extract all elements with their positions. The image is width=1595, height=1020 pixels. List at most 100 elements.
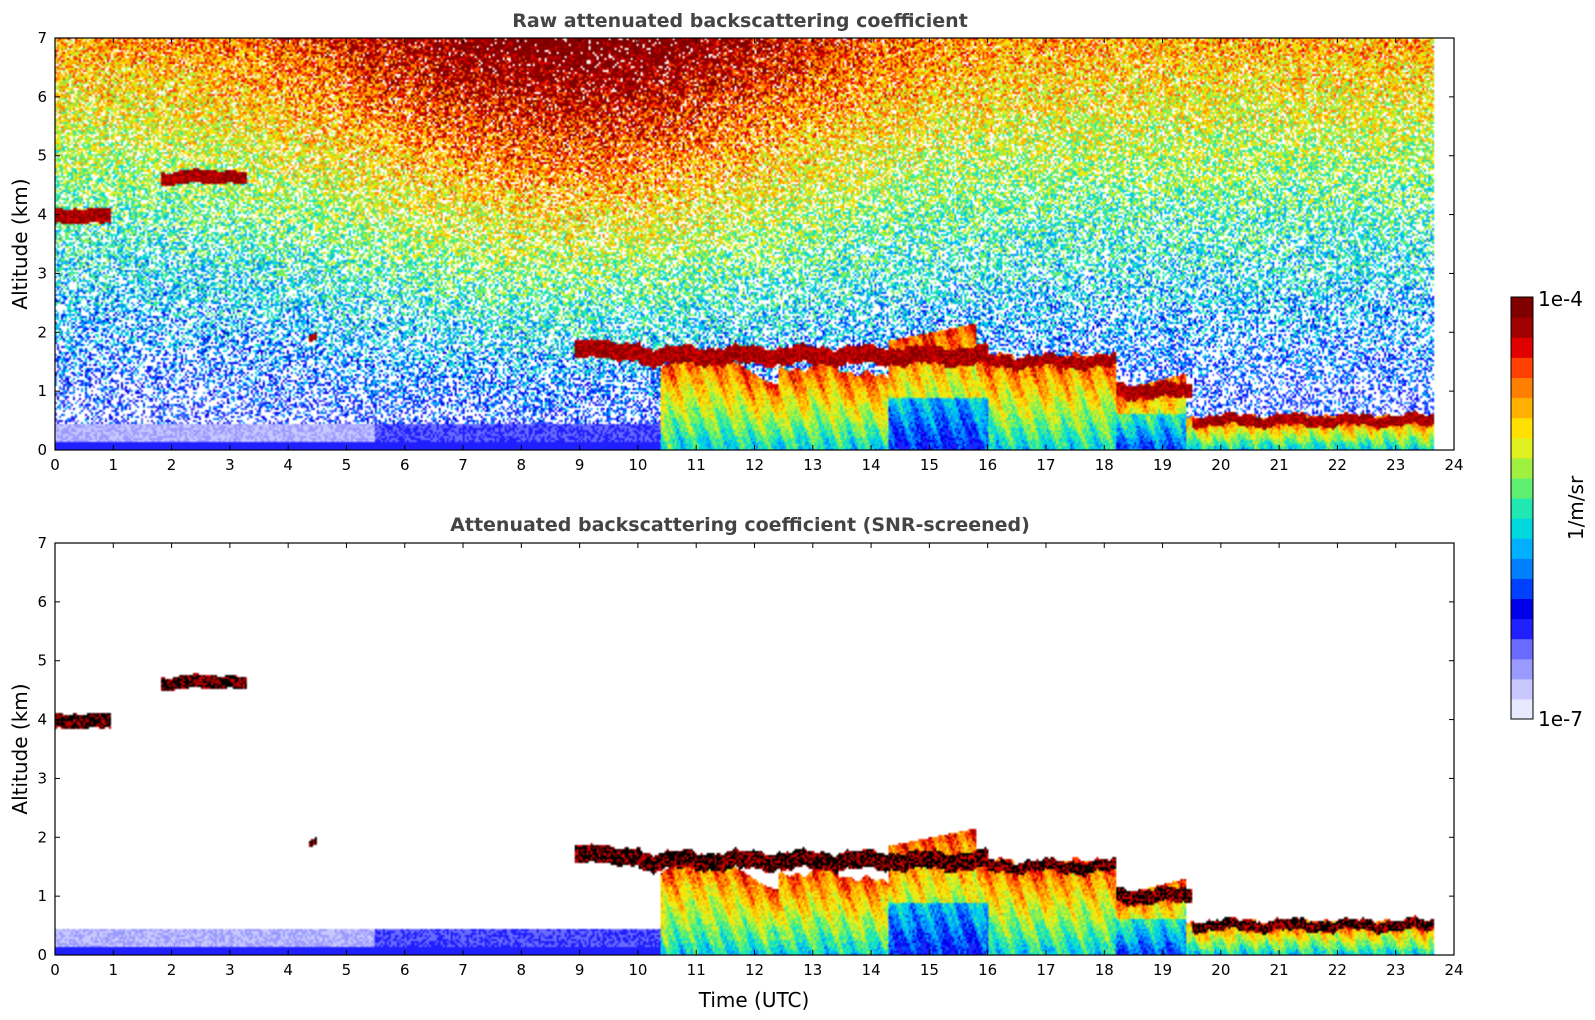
y-tick-label: 6 (37, 88, 47, 106)
x-tick-label: 0 (50, 456, 60, 474)
x-tick-label: 15 (920, 456, 939, 474)
colorbar-step (1511, 417, 1533, 439)
colorbar-step (1511, 437, 1533, 459)
x-tick-label: 6 (400, 961, 410, 979)
colorbar-step (1511, 698, 1533, 720)
colorbar-step (1511, 518, 1533, 539)
x-tick-label: 19 (1153, 961, 1172, 979)
colorbar-step (1511, 678, 1533, 700)
top-y-axis-label: Altitude (km) (8, 178, 32, 309)
y-tick-label: 7 (37, 29, 47, 47)
y-tick-label: 4 (37, 206, 47, 224)
top-panel: Raw attenuated backscattering coefficien… (8, 10, 1464, 474)
bottom-y-axis-label: Altitude (km) (8, 683, 32, 814)
x-tick-label: 3 (225, 456, 235, 474)
x-tick-label: 12 (745, 961, 764, 979)
x-tick-label: 16 (978, 456, 997, 474)
colorbar-step (1511, 558, 1533, 579)
x-tick-label: 4 (283, 456, 293, 474)
x-tick-label: 4 (283, 961, 293, 979)
x-tick-label: 9 (575, 961, 585, 979)
colorbar-step (1511, 297, 1533, 318)
y-tick-label: 3 (37, 769, 47, 787)
x-tick-label: 10 (628, 961, 647, 979)
x-tick-label: 13 (803, 961, 822, 979)
x-tick-label: 23 (1386, 456, 1405, 474)
x-tick-label: 14 (862, 456, 881, 474)
x-tick-label: 9 (575, 456, 585, 474)
x-tick-label: 18 (1095, 961, 1114, 979)
colorbar-step (1511, 658, 1533, 680)
x-tick-label: 7 (458, 961, 468, 979)
colorbar-step (1511, 618, 1533, 640)
colorbar-step (1511, 497, 1533, 519)
x-tick-label: 5 (342, 456, 352, 474)
y-tick-label: 6 (37, 593, 47, 611)
x-tick-label: 7 (458, 456, 468, 474)
x-tick-label: 1 (109, 961, 119, 979)
x-tick-label: 17 (1036, 961, 1055, 979)
top-plot-frame (54, 37, 1455, 451)
colorbar-min-label: 1e-7 (1538, 707, 1583, 731)
y-tick-label: 1 (37, 887, 47, 905)
x-tick-label: 8 (517, 456, 527, 474)
y-tick-label: 5 (37, 147, 47, 165)
colorbar-step (1511, 477, 1533, 499)
x-tick-label: 11 (687, 961, 706, 979)
x-tick-label: 19 (1153, 456, 1172, 474)
top-panel-title: Raw attenuated backscattering coefficien… (512, 10, 968, 32)
colorbar-step (1511, 538, 1533, 559)
bottom-panel-title: Attenuated backscattering coefficient (S… (450, 514, 1030, 536)
x-tick-label: 3 (225, 961, 235, 979)
x-tick-label: 20 (1211, 456, 1230, 474)
x-tick-label: 8 (517, 961, 527, 979)
x-tick-label: 21 (1270, 456, 1289, 474)
top-axis-ticks: 0 1 2 3 4 5 6 7 8 9 10 11 12 13 14 15 16 17 18 19 20 21 22 23 24… (37, 29, 1463, 474)
x-tick-label: 10 (628, 456, 647, 474)
x-tick-label: 17 (1036, 456, 1055, 474)
top-heatmap (55, 38, 1454, 450)
x-tick-label: 6 (400, 456, 410, 474)
y-tick-label: 0 (37, 946, 47, 964)
x-tick-label: 14 (862, 961, 881, 979)
x-tick-label: 0 (50, 961, 60, 979)
x-tick-label: 16 (978, 961, 997, 979)
colorbar-step (1511, 457, 1533, 479)
colorbar-step (1511, 377, 1533, 399)
colorbar-gradient (1511, 297, 1533, 720)
y-tick-label: 1 (37, 382, 47, 400)
x-tick-label: 18 (1095, 456, 1114, 474)
colorbar-step (1511, 337, 1533, 358)
colorbar-step (1511, 397, 1533, 419)
y-tick-label: 0 (37, 441, 47, 459)
x-tick-label: 13 (803, 456, 822, 474)
colorbar-max-label: 1e-4 (1538, 287, 1583, 311)
x-tick-label: 21 (1270, 961, 1289, 979)
x-tick-label: 24 (1444, 456, 1463, 474)
colorbar-step (1511, 317, 1533, 338)
y-tick-label: 4 (37, 711, 47, 729)
y-tick-label: 2 (37, 828, 47, 846)
colorbar-units-label: 1/m/sr (1564, 475, 1588, 540)
colorbar-frame (1510, 296, 1534, 720)
y-tick-label: 5 (37, 652, 47, 670)
y-tick-label: 2 (37, 323, 47, 341)
x-tick-label: 22 (1328, 961, 1347, 979)
x-tick-label: 1 (109, 456, 119, 474)
colorbar-step (1511, 578, 1533, 600)
y-tick-label: 3 (37, 264, 47, 282)
colorbar-step (1511, 598, 1533, 620)
x-tick-label: 2 (167, 456, 177, 474)
bottom-heatmap (55, 543, 1454, 955)
bottom-panel: Attenuated backscattering coefficient (S… (8, 514, 1464, 1012)
colorbar-step (1511, 638, 1533, 660)
colorbar: 1e-4 1e-7 1/m/sr (1510, 287, 1588, 731)
bottom-plot-frame (54, 542, 1455, 956)
x-tick-label: 2 (167, 961, 177, 979)
x-tick-label: 24 (1444, 961, 1463, 979)
x-tick-label: 5 (342, 961, 352, 979)
x-axis-label: Time (UTC) (698, 988, 810, 1012)
x-tick-label: 22 (1328, 456, 1347, 474)
x-tick-label: 12 (745, 456, 764, 474)
